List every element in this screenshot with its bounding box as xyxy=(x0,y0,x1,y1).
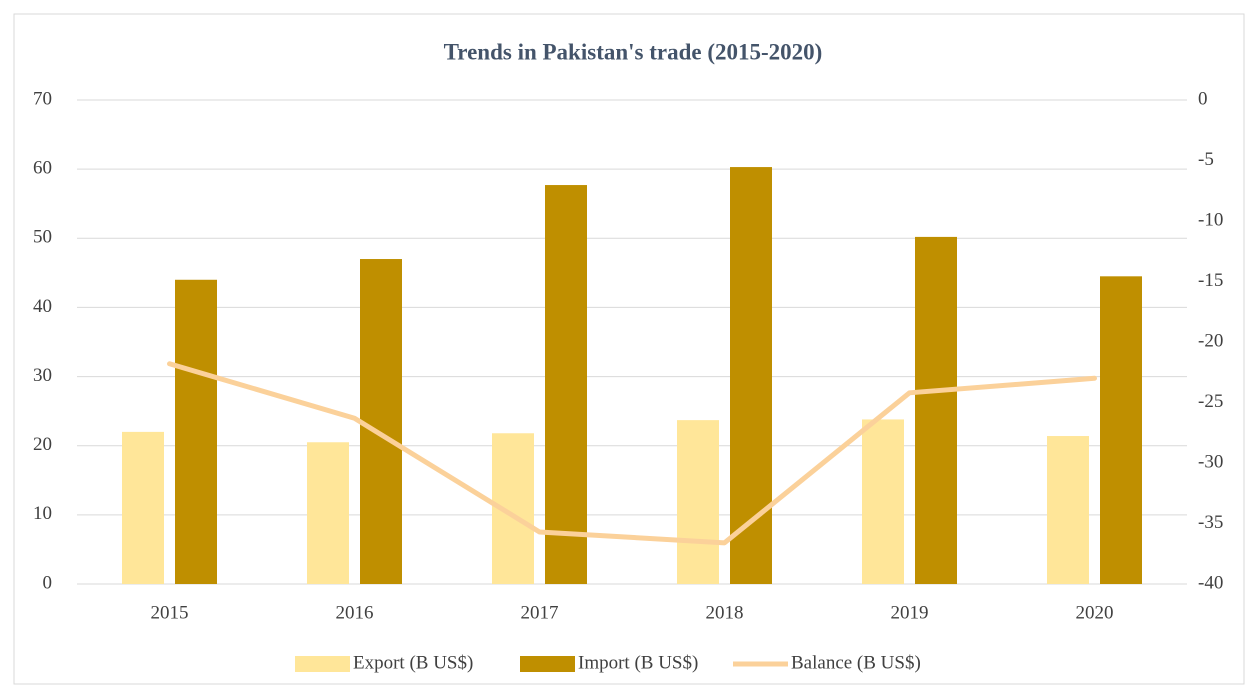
bar xyxy=(862,419,904,584)
x-tick-label: 2015 xyxy=(151,602,189,623)
line xyxy=(167,361,1097,546)
y-tick-label: 70 xyxy=(33,88,52,109)
bar xyxy=(122,431,164,584)
y-tick-label: 20 xyxy=(33,434,52,455)
legend-label: Balance (B US$) xyxy=(791,652,921,673)
bar xyxy=(1100,276,1142,584)
bar xyxy=(730,167,772,584)
y2-tick-label: 0 xyxy=(1198,88,1208,109)
legend-swatch xyxy=(295,656,350,672)
y2-tick-label: -20 xyxy=(1198,330,1223,351)
legend-label: Import (B US$) xyxy=(578,652,698,673)
y2-tick-label: -25 xyxy=(1198,391,1223,412)
y-tick-label: 60 xyxy=(33,158,52,179)
y2-tick-label: -40 xyxy=(1198,572,1223,593)
x-tick-label: 2016 xyxy=(336,602,374,623)
y-tick-label: 0 xyxy=(43,572,53,593)
x-tick-label: 2020 xyxy=(1076,602,1114,623)
y2-tick-label: -30 xyxy=(1198,451,1223,472)
bar xyxy=(915,236,957,584)
y2-tick-label: -10 xyxy=(1198,209,1223,230)
bar xyxy=(545,185,587,584)
bar xyxy=(307,442,349,584)
x-tick-label: 2019 xyxy=(891,602,929,623)
y-tick-label: 10 xyxy=(33,503,52,524)
y-tick-label: 40 xyxy=(33,296,52,317)
bar xyxy=(677,420,719,584)
legend-swatch xyxy=(520,656,575,672)
y2-tick-label: -5 xyxy=(1198,149,1214,170)
bar xyxy=(360,259,402,584)
y2-tick-label: -15 xyxy=(1198,270,1223,291)
bar xyxy=(1047,436,1089,584)
y-tick-label: 50 xyxy=(33,227,52,248)
y2-tick-label: -35 xyxy=(1198,512,1223,533)
chart-frame xyxy=(13,13,1245,685)
x-tick-label: 2017 xyxy=(521,602,559,623)
y-tick-label: 30 xyxy=(33,365,52,386)
legend-label: Export (B US$) xyxy=(353,652,473,673)
chart-title: Trends in Pakistan's trade (2015-2020) xyxy=(444,39,823,64)
bar xyxy=(175,279,217,584)
x-tick-label: 2018 xyxy=(706,602,744,623)
